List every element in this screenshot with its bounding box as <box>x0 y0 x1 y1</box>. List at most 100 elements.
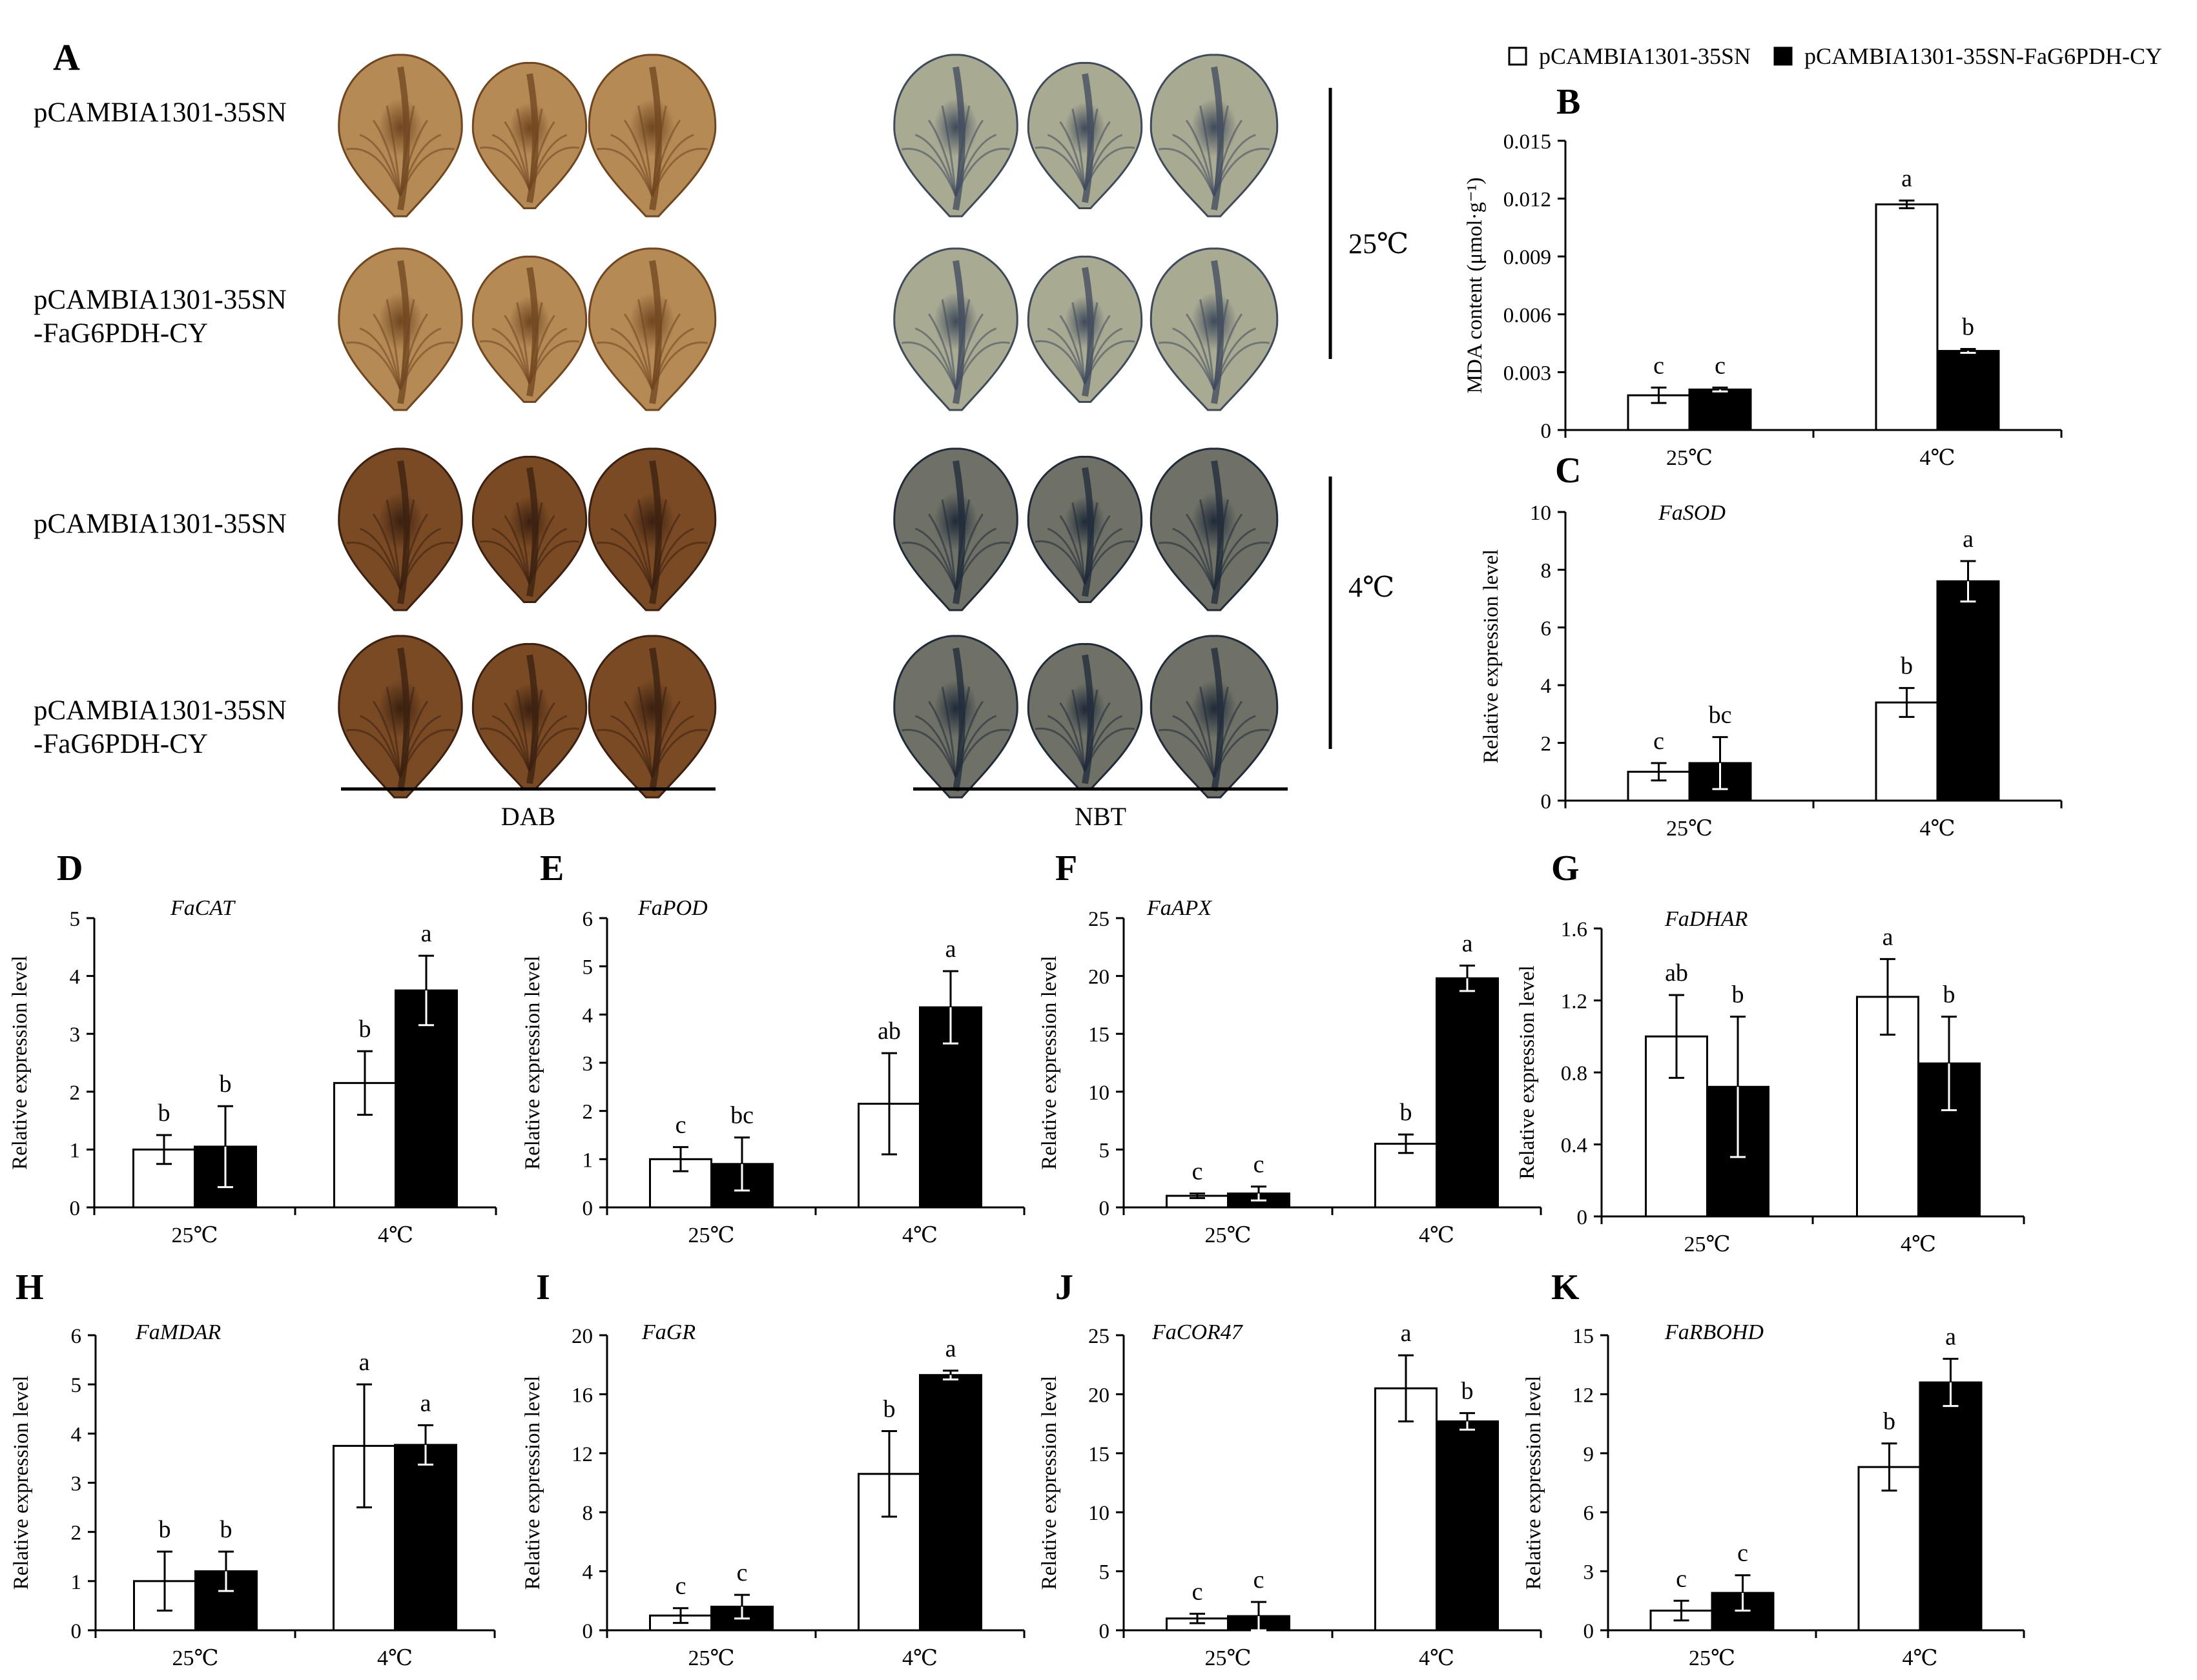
chart-k: K FaRBOHD 0 3 6 9 12 15 25℃ 4℃ Relative expression… <box>1522 1267 2025 1670</box>
y-tick-label: 25 <box>1088 1325 1109 1348</box>
y-axis-label: Relative expression level <box>1038 956 1061 1170</box>
petal-image <box>338 447 463 611</box>
y-tick-label: 0.015 <box>1503 130 1551 154</box>
bar <box>394 1444 457 1632</box>
significance-letter: c <box>1253 1566 1264 1593</box>
significance-letter: bc <box>1709 702 1732 729</box>
y-tick-label: 2 <box>583 1101 593 1124</box>
significance-letter: b <box>159 1516 171 1543</box>
chart-c: C FaSOD 0 2 4 6 8 10 25℃ 4℃ Relative expression le… <box>1480 451 2063 841</box>
nbt-label: NBT <box>1075 802 1126 831</box>
panel-letter: D <box>57 848 83 888</box>
y-tick-label: 0.4 <box>1561 1134 1587 1158</box>
x-tick-label: 4℃ <box>1902 1646 1937 1670</box>
y-tick-label: 20 <box>1088 966 1109 989</box>
y-tick-label: 12 <box>572 1443 593 1466</box>
row-label-4-line1: pCAMBIA1301-35SN <box>34 695 287 726</box>
x-tick-label: 4℃ <box>902 1224 938 1247</box>
petal-image <box>1027 255 1143 403</box>
y-tick-label: 4 <box>583 1004 593 1027</box>
significance-letter: a <box>420 1389 431 1417</box>
petal-image <box>1027 61 1143 209</box>
panel-letter: I <box>536 1267 550 1307</box>
x-tick-label: 25℃ <box>1666 817 1713 841</box>
chart-h: H FaMDAR 0 1 2 3 4 5 6 25℃ 4℃ Relative expression l… <box>10 1267 496 1670</box>
x-tick-label: 4℃ <box>1419 1646 1454 1670</box>
chart-e: E FaPOD 0 1 2 3 4 5 6 25℃ 4℃ Relative expression le… <box>521 848 1026 1247</box>
petal-image <box>1150 447 1279 611</box>
y-tick-label: 1 <box>71 1571 82 1594</box>
panel-letter: C <box>1555 451 1581 491</box>
y-tick-label: 0.012 <box>1503 189 1551 212</box>
panel-letter: J <box>1055 1267 1073 1307</box>
significance-letter: a <box>945 1335 956 1362</box>
y-axis-label: Relative expression level <box>1516 965 1539 1180</box>
y-tick-label: 1 <box>70 1139 81 1162</box>
significance-letter: a <box>1963 526 1974 553</box>
y-tick-label: 9 <box>1583 1443 1594 1466</box>
y-tick-label: 8 <box>1541 559 1552 582</box>
y-tick-label: 5 <box>70 908 81 931</box>
y-tick-label: 0.009 <box>1503 246 1551 269</box>
dab-label: DAB <box>501 802 555 831</box>
bar <box>1936 350 2000 431</box>
row-label-1: pCAMBIA1301-35SN <box>34 97 287 128</box>
significance-letter: c <box>1737 1540 1748 1567</box>
petal-image <box>893 635 1018 799</box>
significance-letter: b <box>1943 981 1955 1009</box>
significance-letter: a <box>1945 1324 1956 1351</box>
x-tick-label: 25℃ <box>1666 446 1713 470</box>
panel-letter: F <box>1055 848 1077 888</box>
significance-letter: b <box>1883 1408 1895 1435</box>
x-tick-label: 4℃ <box>1901 1233 1936 1256</box>
x-tick-label: 4℃ <box>1419 1224 1454 1247</box>
y-tick-label: 20 <box>1088 1384 1109 1407</box>
significance-letter: c <box>1653 728 1664 755</box>
petal-image <box>471 255 588 403</box>
significance-letter: b <box>158 1100 170 1127</box>
petal-image <box>1150 247 1279 411</box>
x-tick-label: 4℃ <box>378 1224 413 1247</box>
significance-letter: c <box>737 1559 748 1586</box>
y-axis-label: Relative expression level <box>1480 549 1503 764</box>
bar <box>1919 1381 1983 1632</box>
y-tick-label: 5 <box>71 1374 82 1397</box>
significance-letter: c <box>1715 352 1726 379</box>
significance-letter: c <box>676 1112 686 1139</box>
y-tick-label: 3 <box>70 1023 81 1047</box>
panel-letter: H <box>15 1267 44 1307</box>
chart-title: FaAPX <box>1146 896 1212 920</box>
petal-image <box>338 635 463 799</box>
significance-letter: b <box>1461 1378 1474 1405</box>
y-tick-label: 10 <box>1088 1081 1109 1105</box>
petal-image <box>588 54 717 218</box>
significance-letter: c <box>1653 352 1664 379</box>
y-tick-label: 15 <box>1088 1443 1109 1466</box>
significance-letter: a <box>1462 930 1473 957</box>
petal-image <box>1027 455 1143 603</box>
y-tick-label: 6 <box>583 908 593 931</box>
petal-image <box>588 635 717 799</box>
y-tick-label: 4 <box>1541 675 1552 698</box>
chart-title: FaGR <box>641 1320 696 1344</box>
legend-label-overexpression: pCAMBIA1301-35SN-FaG6PDH-CY <box>1804 43 2162 69</box>
y-tick-label: 6 <box>1541 617 1552 640</box>
petal-image <box>1027 642 1143 790</box>
petal-image <box>588 447 717 611</box>
y-axis-label: Relative expression level <box>8 956 32 1170</box>
x-tick-label: 25℃ <box>688 1224 734 1247</box>
legend-swatch-overexpression <box>1773 46 1793 66</box>
petal-image <box>1150 54 1279 218</box>
y-tick-label: 10 <box>1088 1502 1109 1525</box>
bar-charts: B 0 0.003 0.006 0.009 0.012 0.015 25℃ 4℃ MDA cont… <box>8 82 2063 1670</box>
row-label-4-line2: -FaG6PDH-CY <box>34 729 208 759</box>
x-tick-label: 25℃ <box>171 1224 218 1247</box>
panel-a-letter: A <box>53 36 80 78</box>
chart-title: FaMDAR <box>135 1320 221 1344</box>
petal-image <box>338 54 463 218</box>
significance-letter: a <box>1901 165 1912 192</box>
row-label-2-line2: -FaG6PDH-CY <box>34 318 208 349</box>
y-tick-label: 15 <box>1088 1023 1109 1047</box>
x-tick-label: 25℃ <box>1684 1233 1730 1256</box>
legend-label-control: pCAMBIA1301-35SN <box>1539 43 1751 69</box>
